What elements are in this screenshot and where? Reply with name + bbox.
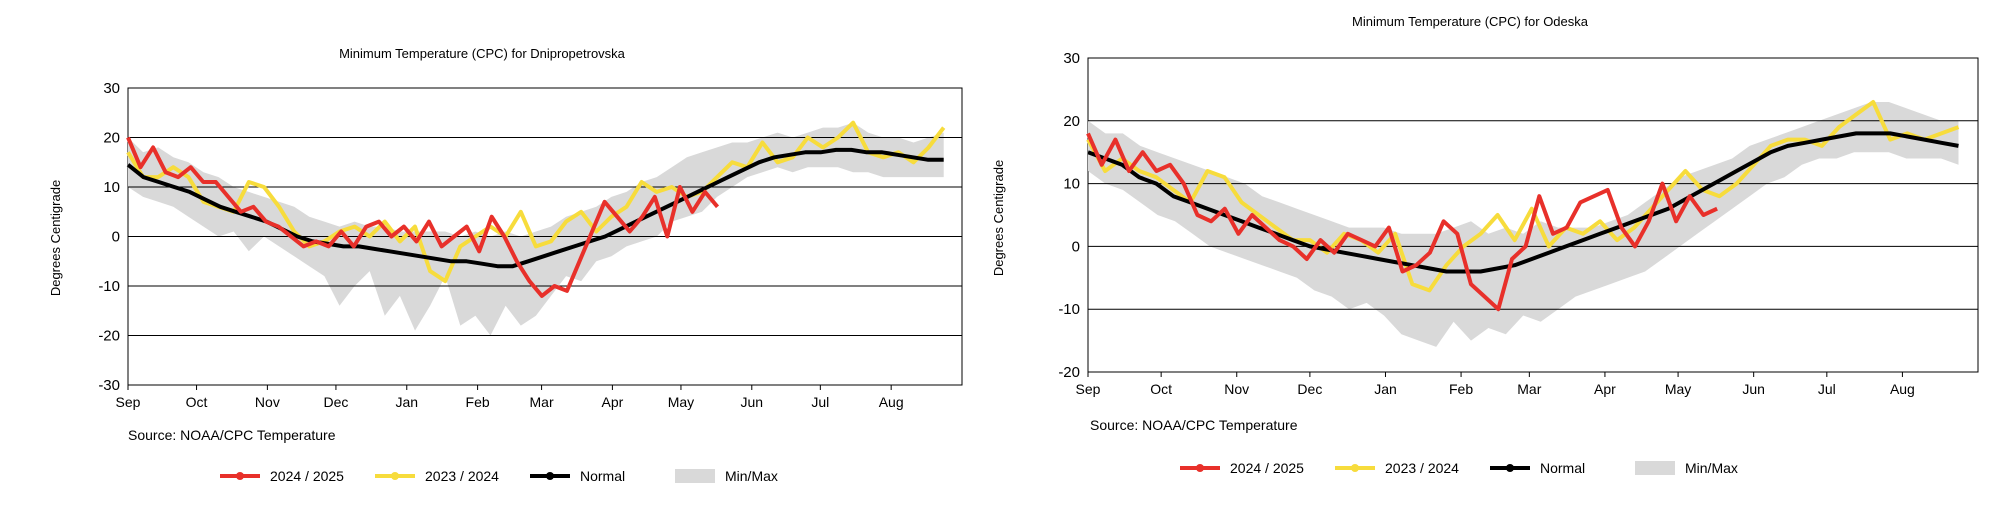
legend-label: Min/Max — [1685, 460, 1738, 476]
source-label: Source: NOAA/CPC Temperature — [128, 427, 336, 443]
legend-swatch-marker — [391, 472, 399, 480]
legend-label: 2024 / 2025 — [1230, 460, 1304, 476]
plot-area: -30 -20 -10 0 10 20 30 Sep Oct Nov Dec Jan Feb Mar Apr… — [98, 80, 963, 410]
y-tick-label: 30 — [1063, 50, 1080, 67]
legend-label: Normal — [1540, 460, 1585, 476]
y-tick-label: -30 — [98, 377, 120, 394]
x-tick-label: Sep — [1076, 381, 1101, 397]
legend-item: 2023 / 2024 — [1335, 460, 1459, 476]
legend-item: Normal — [530, 468, 625, 484]
x-tick-label: Jan — [395, 394, 418, 410]
legend-label: Min/Max — [725, 468, 778, 484]
x-tick-label: Sep — [116, 394, 141, 410]
chart-odeska: Minimum Temperature (CPC) for Odeska Deg… — [991, 14, 1979, 476]
y-axis-label: Degrees Centigrade — [991, 160, 1006, 276]
x-tick-label: Jun — [1742, 381, 1765, 397]
chart-title: Minimum Temperature (CPC) for Odeska — [1352, 14, 1589, 29]
x-tick-label: Apr — [602, 394, 624, 410]
legend-label: 2023 / 2024 — [425, 468, 499, 484]
legend-item: 2023 / 2024 — [375, 468, 499, 484]
x-tick-label: Jan — [1374, 381, 1397, 397]
x-tick-label: Jun — [740, 394, 763, 410]
legend-swatch-marker — [236, 472, 244, 480]
y-tick-label: 10 — [1063, 176, 1080, 193]
y-axis-label: Degrees Centigrade — [48, 180, 63, 296]
x-tick-label: Jul — [811, 394, 829, 410]
x-tick-label: Dec — [1297, 381, 1322, 397]
legend-label: Normal — [580, 468, 625, 484]
legend: 2024 / 2025 2023 / 2024 Normal Min/Max — [1180, 460, 1738, 476]
legend-item: Normal — [1490, 460, 1585, 476]
legend-swatch-marker — [1196, 464, 1204, 472]
legend-item: 2024 / 2025 — [220, 468, 344, 484]
legend-item: Min/Max — [1635, 460, 1738, 476]
source-label: Source: NOAA/CPC Temperature — [1090, 417, 1298, 433]
legend-label: 2024 / 2025 — [270, 468, 344, 484]
x-tick-label: Aug — [879, 394, 904, 410]
x-tick-label: Jul — [1818, 381, 1836, 397]
x-tick-label: Oct — [1150, 381, 1172, 397]
x-tick-label: Nov — [255, 394, 280, 410]
y-tick-label: 20 — [103, 130, 120, 147]
x-tick-label: May — [1665, 381, 1691, 397]
series-minmax-band — [1088, 102, 1959, 347]
x-tick-label: Dec — [323, 394, 348, 410]
x-tick-label: Mar — [1517, 381, 1541, 397]
legend-item: Min/Max — [675, 468, 778, 484]
x-tick-label: Oct — [186, 394, 208, 410]
x-tick-label: Feb — [466, 394, 490, 410]
x-tick-label: Feb — [1449, 381, 1473, 397]
y-tick-label: 0 — [1072, 238, 1080, 255]
series-2024-2025-line — [1086, 132, 1718, 312]
y-tick-label: -20 — [98, 328, 120, 345]
legend-swatch-minmax — [1635, 461, 1675, 475]
x-tick-label: Aug — [1890, 381, 1915, 397]
x-tick-label: Apr — [1594, 381, 1616, 397]
x-tick-label: Nov — [1224, 381, 1249, 397]
y-tick-label: -20 — [1058, 364, 1080, 381]
series-2024-2025-line — [126, 136, 720, 298]
y-tick-label: 10 — [103, 179, 120, 196]
legend-swatch-marker — [1506, 464, 1514, 472]
legend-label: 2023 / 2024 — [1385, 460, 1459, 476]
legend-swatch-marker — [546, 472, 554, 480]
legend-item: 2024 / 2025 — [1180, 460, 1304, 476]
y-tick-label: 0 — [112, 229, 120, 246]
x-tick-label: May — [668, 394, 694, 410]
chart-dnipropetrovska: Minimum Temperature (CPC) for Dnipropetr… — [48, 46, 963, 484]
series-2023-2024-line — [126, 120, 946, 284]
y-tick-label: 30 — [103, 80, 120, 97]
y-tick-label: -10 — [98, 278, 120, 295]
legend: 2024 / 2025 2023 / 2024 Normal Min/Max — [220, 468, 778, 484]
y-tick-label: 20 — [1063, 113, 1080, 130]
legend-swatch-minmax — [675, 469, 715, 483]
chart-title: Minimum Temperature (CPC) for Dnipropetr… — [339, 46, 626, 61]
x-tick-label: Mar — [530, 394, 554, 410]
y-tick-label: -10 — [1058, 301, 1080, 318]
legend-swatch-marker — [1351, 464, 1359, 472]
series-minmax-band — [128, 122, 944, 336]
plot-area: -20 -10 0 10 20 30 Sep Oct Nov Dec Jan Feb Mar Apr May… — [1058, 50, 1979, 397]
series-normal-line — [1087, 131, 1959, 274]
